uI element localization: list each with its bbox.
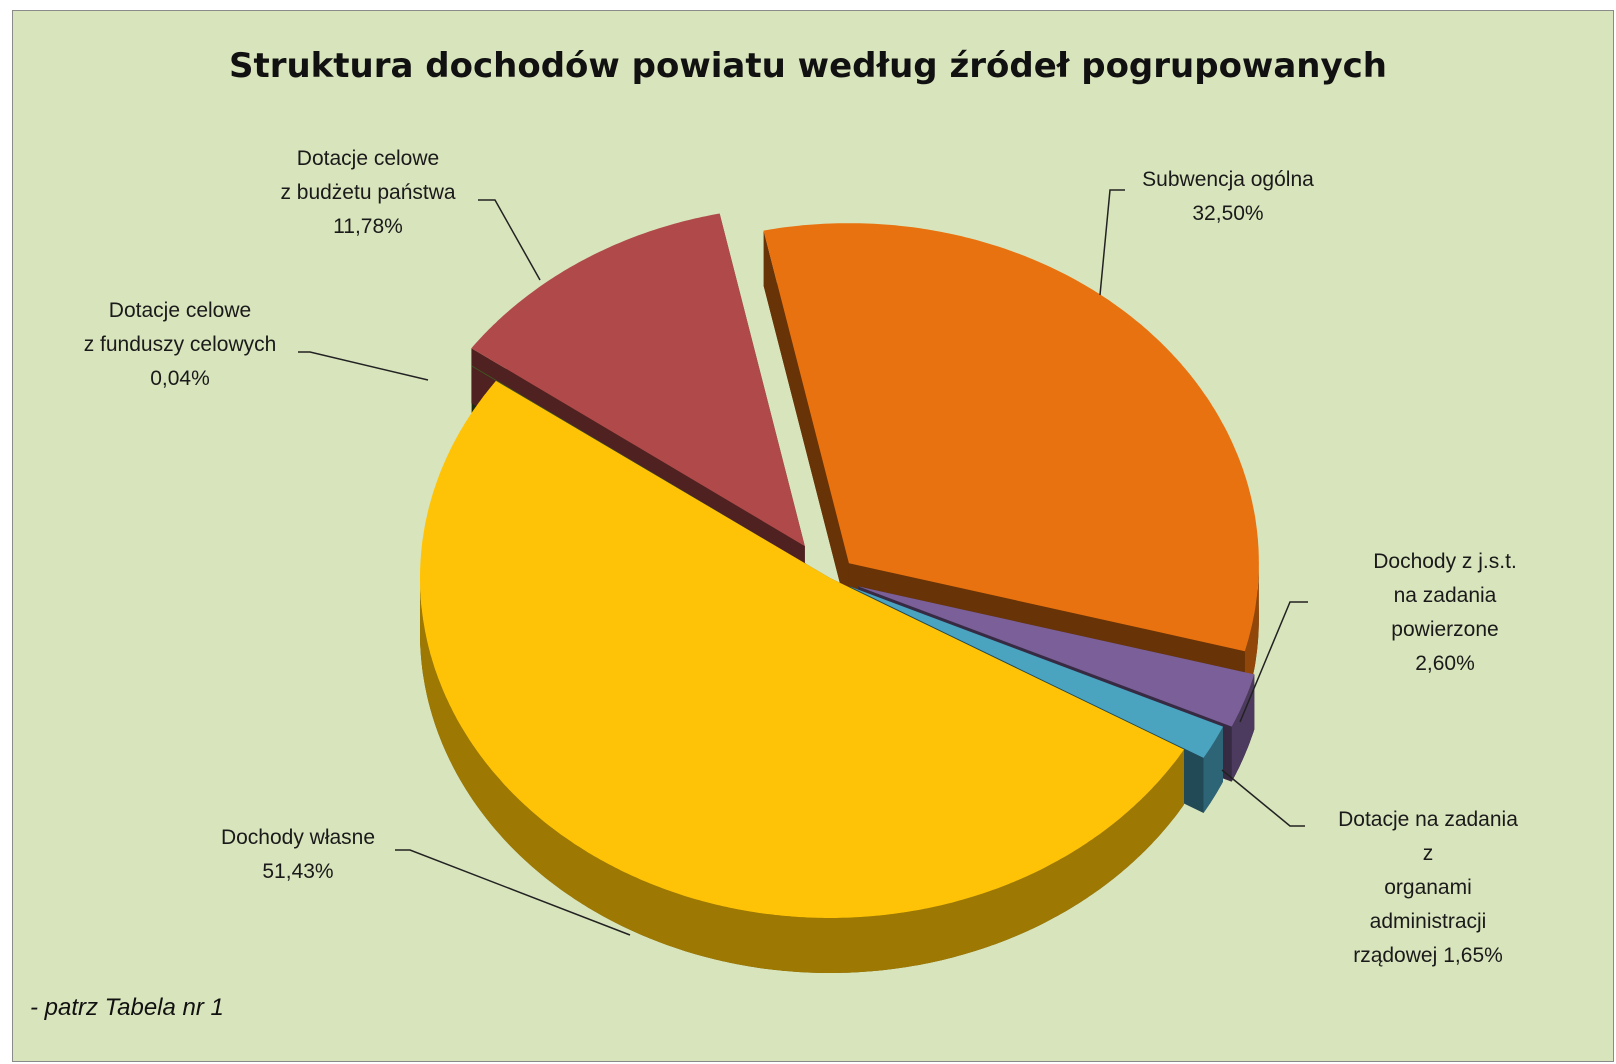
slice-side [420, 578, 1184, 973]
value-label: 11,78% [333, 215, 403, 238]
footnote: - patrz Tabela nr 1 [30, 994, 224, 1021]
data-label: Dotacje celowe z budżetu państwa 11,78% [280, 142, 455, 244]
data-label: Dochody z j.s.t. na zadania powierzone 2,… [1360, 545, 1531, 681]
slice [763, 223, 1259, 652]
category-label: Dochody z j.s.t. na zadania powierzone [1373, 550, 1517, 641]
leader-line [395, 849, 631, 936]
leader-line [1221, 769, 1305, 827]
category-label: Dotacje na zadania z organami administra… [1338, 808, 1518, 967]
value-label: 0,04% [150, 367, 210, 390]
leader-line [478, 199, 541, 281]
slice [849, 586, 1223, 758]
data-label: Dotacje celowe z funduszy celowych 0,04% [84, 294, 277, 396]
leader-line [1239, 601, 1308, 723]
value-label: 1,65% [1443, 944, 1503, 967]
chart-title: Struktura dochodów powiatu według źródeł… [228, 46, 1388, 86]
value-label: 51,43% [262, 860, 334, 883]
leader-line [298, 351, 429, 381]
category-label: Dotacje celowe z funduszy celowych [83, 299, 277, 356]
category-label: Dotacje celowe z budżetu państwa [280, 147, 456, 204]
data-label: Dochody własne 51,43% [221, 821, 375, 889]
leader-line [1099, 189, 1125, 296]
value-label: 32,50% [1192, 202, 1264, 225]
slice [471, 365, 806, 564]
slice-side [1244, 563, 1259, 707]
slice-inner-wall [763, 230, 849, 619]
slice-side [1203, 726, 1223, 813]
value-label: 2,60% [1415, 652, 1475, 675]
category-label: Subwencja ogólna [1142, 168, 1314, 191]
slice [420, 380, 1184, 918]
slice [858, 586, 1255, 727]
data-label: Dotacje na zadania z organami administra… [1334, 803, 1522, 973]
data-label: Subwencja ogólna 32,50% [1142, 163, 1314, 231]
category-label: Dochody własne [220, 826, 376, 849]
slice [471, 213, 805, 547]
